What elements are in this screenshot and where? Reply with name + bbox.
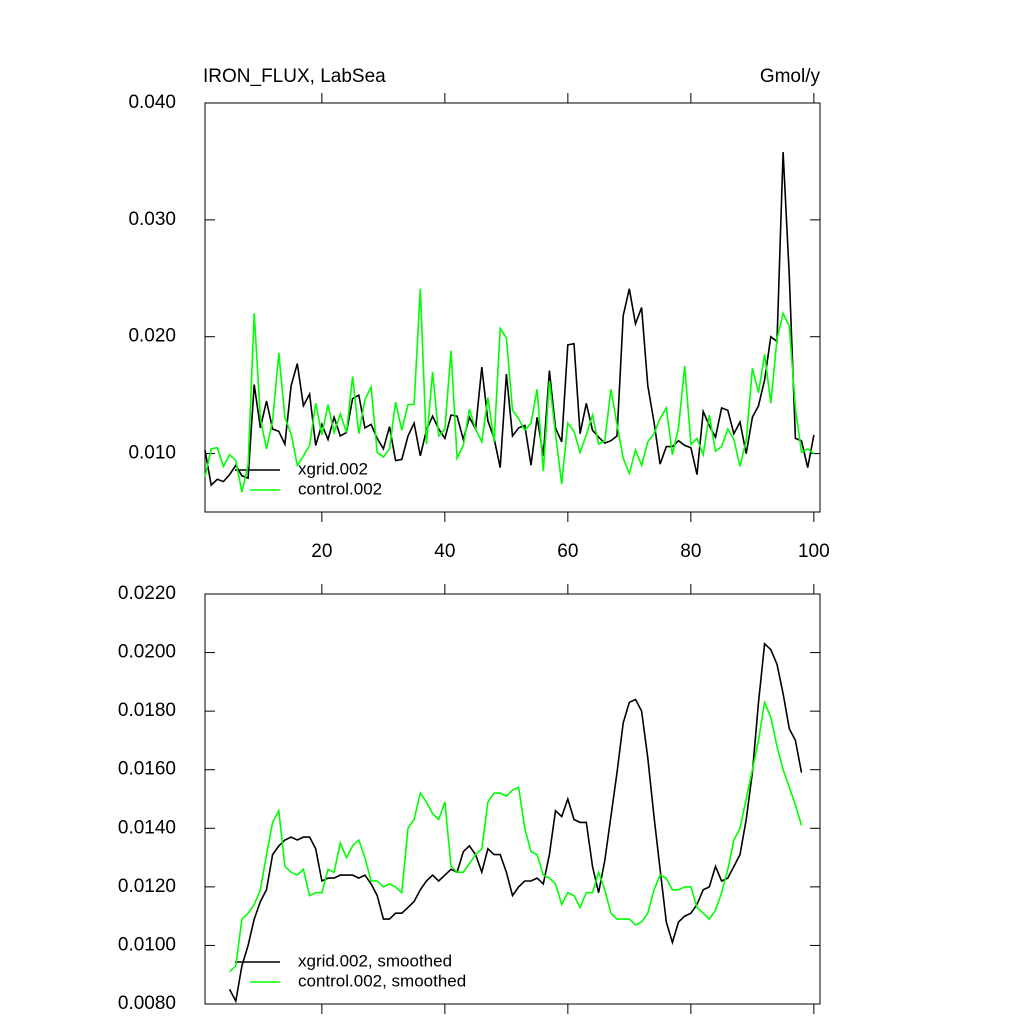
y-tick-label: 0.0120 bbox=[118, 876, 176, 897]
series-line bbox=[229, 699, 803, 973]
x-tick-label: 60 bbox=[557, 541, 578, 562]
y-tick-label: 0.0140 bbox=[118, 817, 176, 838]
y-tick-label: 0.040 bbox=[128, 92, 176, 113]
y-tick-label: 0.020 bbox=[128, 326, 176, 347]
x-tick-label: 80 bbox=[680, 541, 701, 562]
legend-label: xgrid.002, smoothed bbox=[298, 951, 452, 970]
y-tick-label: 0.0180 bbox=[118, 700, 176, 721]
y-tick-label: 0.0080 bbox=[118, 993, 176, 1014]
units-label: Gmol/y bbox=[760, 66, 821, 87]
series-line bbox=[204, 288, 815, 493]
y-tick-label: 0.010 bbox=[128, 443, 176, 464]
y-tick-label: 0.0160 bbox=[118, 759, 176, 780]
plot-frame bbox=[204, 102, 821, 513]
legend-label: control.002, smoothed bbox=[298, 971, 466, 990]
series-line bbox=[204, 152, 815, 487]
y-tick-label: 0.0200 bbox=[118, 642, 176, 663]
legend-label: xgrid.002 bbox=[298, 459, 368, 478]
x-tick-label: 40 bbox=[434, 541, 455, 562]
legend-label: control.002 bbox=[298, 479, 382, 498]
y-tick-label: 0.030 bbox=[128, 209, 176, 230]
plot-frame bbox=[204, 593, 821, 1005]
x-tick-label: 20 bbox=[311, 541, 332, 562]
series-line bbox=[228, 642, 803, 1004]
x-tick-label: 100 bbox=[798, 541, 830, 562]
y-tick-label: 0.0220 bbox=[118, 583, 176, 604]
chart-title: IRON_FLUX, LabSea bbox=[203, 66, 386, 87]
y-tick-label: 0.0100 bbox=[118, 934, 176, 955]
